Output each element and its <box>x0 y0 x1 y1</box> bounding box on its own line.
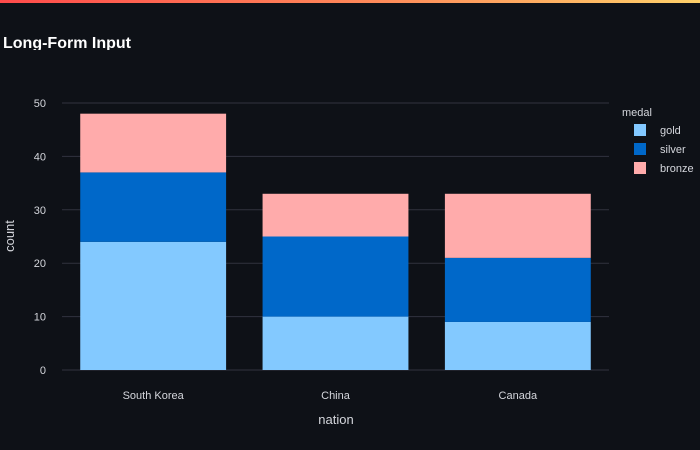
x-tick-label: Canada <box>499 390 538 402</box>
y-axis: 0 10 20 30 40 50 <box>34 98 46 377</box>
legend-label-gold[interactable]: gold <box>660 125 681 137</box>
legend-title: medal <box>622 107 652 119</box>
legend-label-silver[interactable]: silver <box>660 144 686 156</box>
y-tick-label: 40 <box>34 151 46 163</box>
bar-bronze-china[interactable] <box>262 193 409 237</box>
bar-bronze-south-korea[interactable] <box>80 113 227 173</box>
bar-silver-canada[interactable] <box>444 257 591 322</box>
legend-swatch-bronze[interactable] <box>634 162 646 174</box>
bars[interactable] <box>80 113 591 370</box>
y-tick-label: 20 <box>34 258 46 270</box>
legend-label-bronze[interactable]: bronze <box>660 163 694 175</box>
bar-gold-china[interactable] <box>262 316 409 370</box>
bar-silver-south-korea[interactable] <box>80 172 227 242</box>
y-axis-label: count <box>2 220 17 252</box>
x-axis-label: nation <box>318 412 353 427</box>
bar-silver-china[interactable] <box>262 236 409 317</box>
legend[interactable]: medal gold silver bronze <box>622 107 694 175</box>
legend-swatch-silver[interactable] <box>634 143 646 155</box>
x-axis: South Korea China Canada <box>123 390 538 402</box>
chart-title: Long-Form Input <box>3 35 131 50</box>
top-accent-bar <box>0 0 700 3</box>
y-tick-label: 10 <box>34 312 46 324</box>
x-tick-label: China <box>321 390 351 402</box>
bar-bronze-canada[interactable] <box>444 193 591 258</box>
bar-gold-south-korea[interactable] <box>80 241 227 370</box>
bar-gold-canada[interactable] <box>444 321 591 370</box>
y-tick-label: 30 <box>34 205 46 217</box>
y-tick-label: 0 <box>40 365 46 377</box>
y-tick-label: 50 <box>34 98 46 110</box>
x-tick-label: South Korea <box>123 390 185 402</box>
legend-swatch-gold[interactable] <box>634 124 646 136</box>
